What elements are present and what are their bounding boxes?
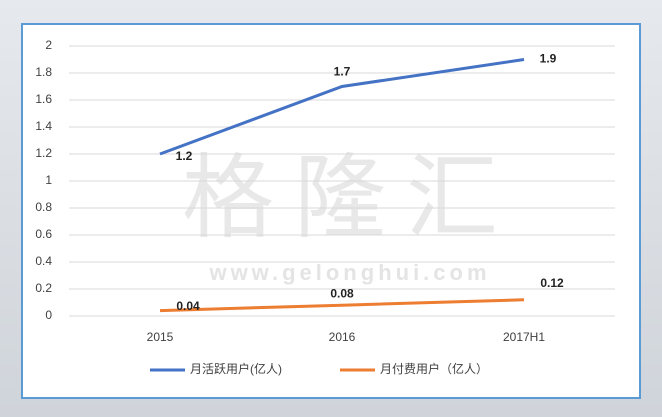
y-tick-label: 0.2 xyxy=(35,281,52,295)
y-tick-label: 1 xyxy=(45,173,52,187)
data-label: 1.9 xyxy=(540,52,557,66)
x-tick-label: 2016 xyxy=(329,330,356,344)
data-label: 0.04 xyxy=(176,299,200,313)
series-line xyxy=(159,58,525,156)
y-tick-label: 0.4 xyxy=(35,254,52,268)
x-tick-label: 2017H1 xyxy=(503,330,545,344)
y-tick-label: 1.2 xyxy=(35,146,52,160)
legend-label: 月活跃用户(亿人) xyxy=(190,361,282,376)
data-label: 1.7 xyxy=(334,65,351,79)
data-label: 0.08 xyxy=(330,286,354,300)
data-label: 1.2 xyxy=(176,149,193,163)
data-label: 0.12 xyxy=(540,276,564,290)
watermark: 格隆汇 xyxy=(182,147,518,249)
y-tick-label: 1.4 xyxy=(35,119,52,133)
chart-panel xyxy=(21,23,641,399)
y-tick-label: 0.6 xyxy=(35,227,52,241)
y-tick-label: 1.8 xyxy=(35,65,52,79)
legend-label: 月付费用户（亿人） xyxy=(380,361,488,376)
x-tick-label: 2015 xyxy=(147,330,174,344)
watermark-url: www.gelonghui.com xyxy=(208,260,490,285)
series-line xyxy=(159,298,525,313)
y-tick-label: 0.8 xyxy=(35,200,52,214)
y-tick-label: 2 xyxy=(45,38,52,52)
y-tick-label: 1.6 xyxy=(35,92,52,106)
y-tick-label: 0 xyxy=(45,308,52,322)
